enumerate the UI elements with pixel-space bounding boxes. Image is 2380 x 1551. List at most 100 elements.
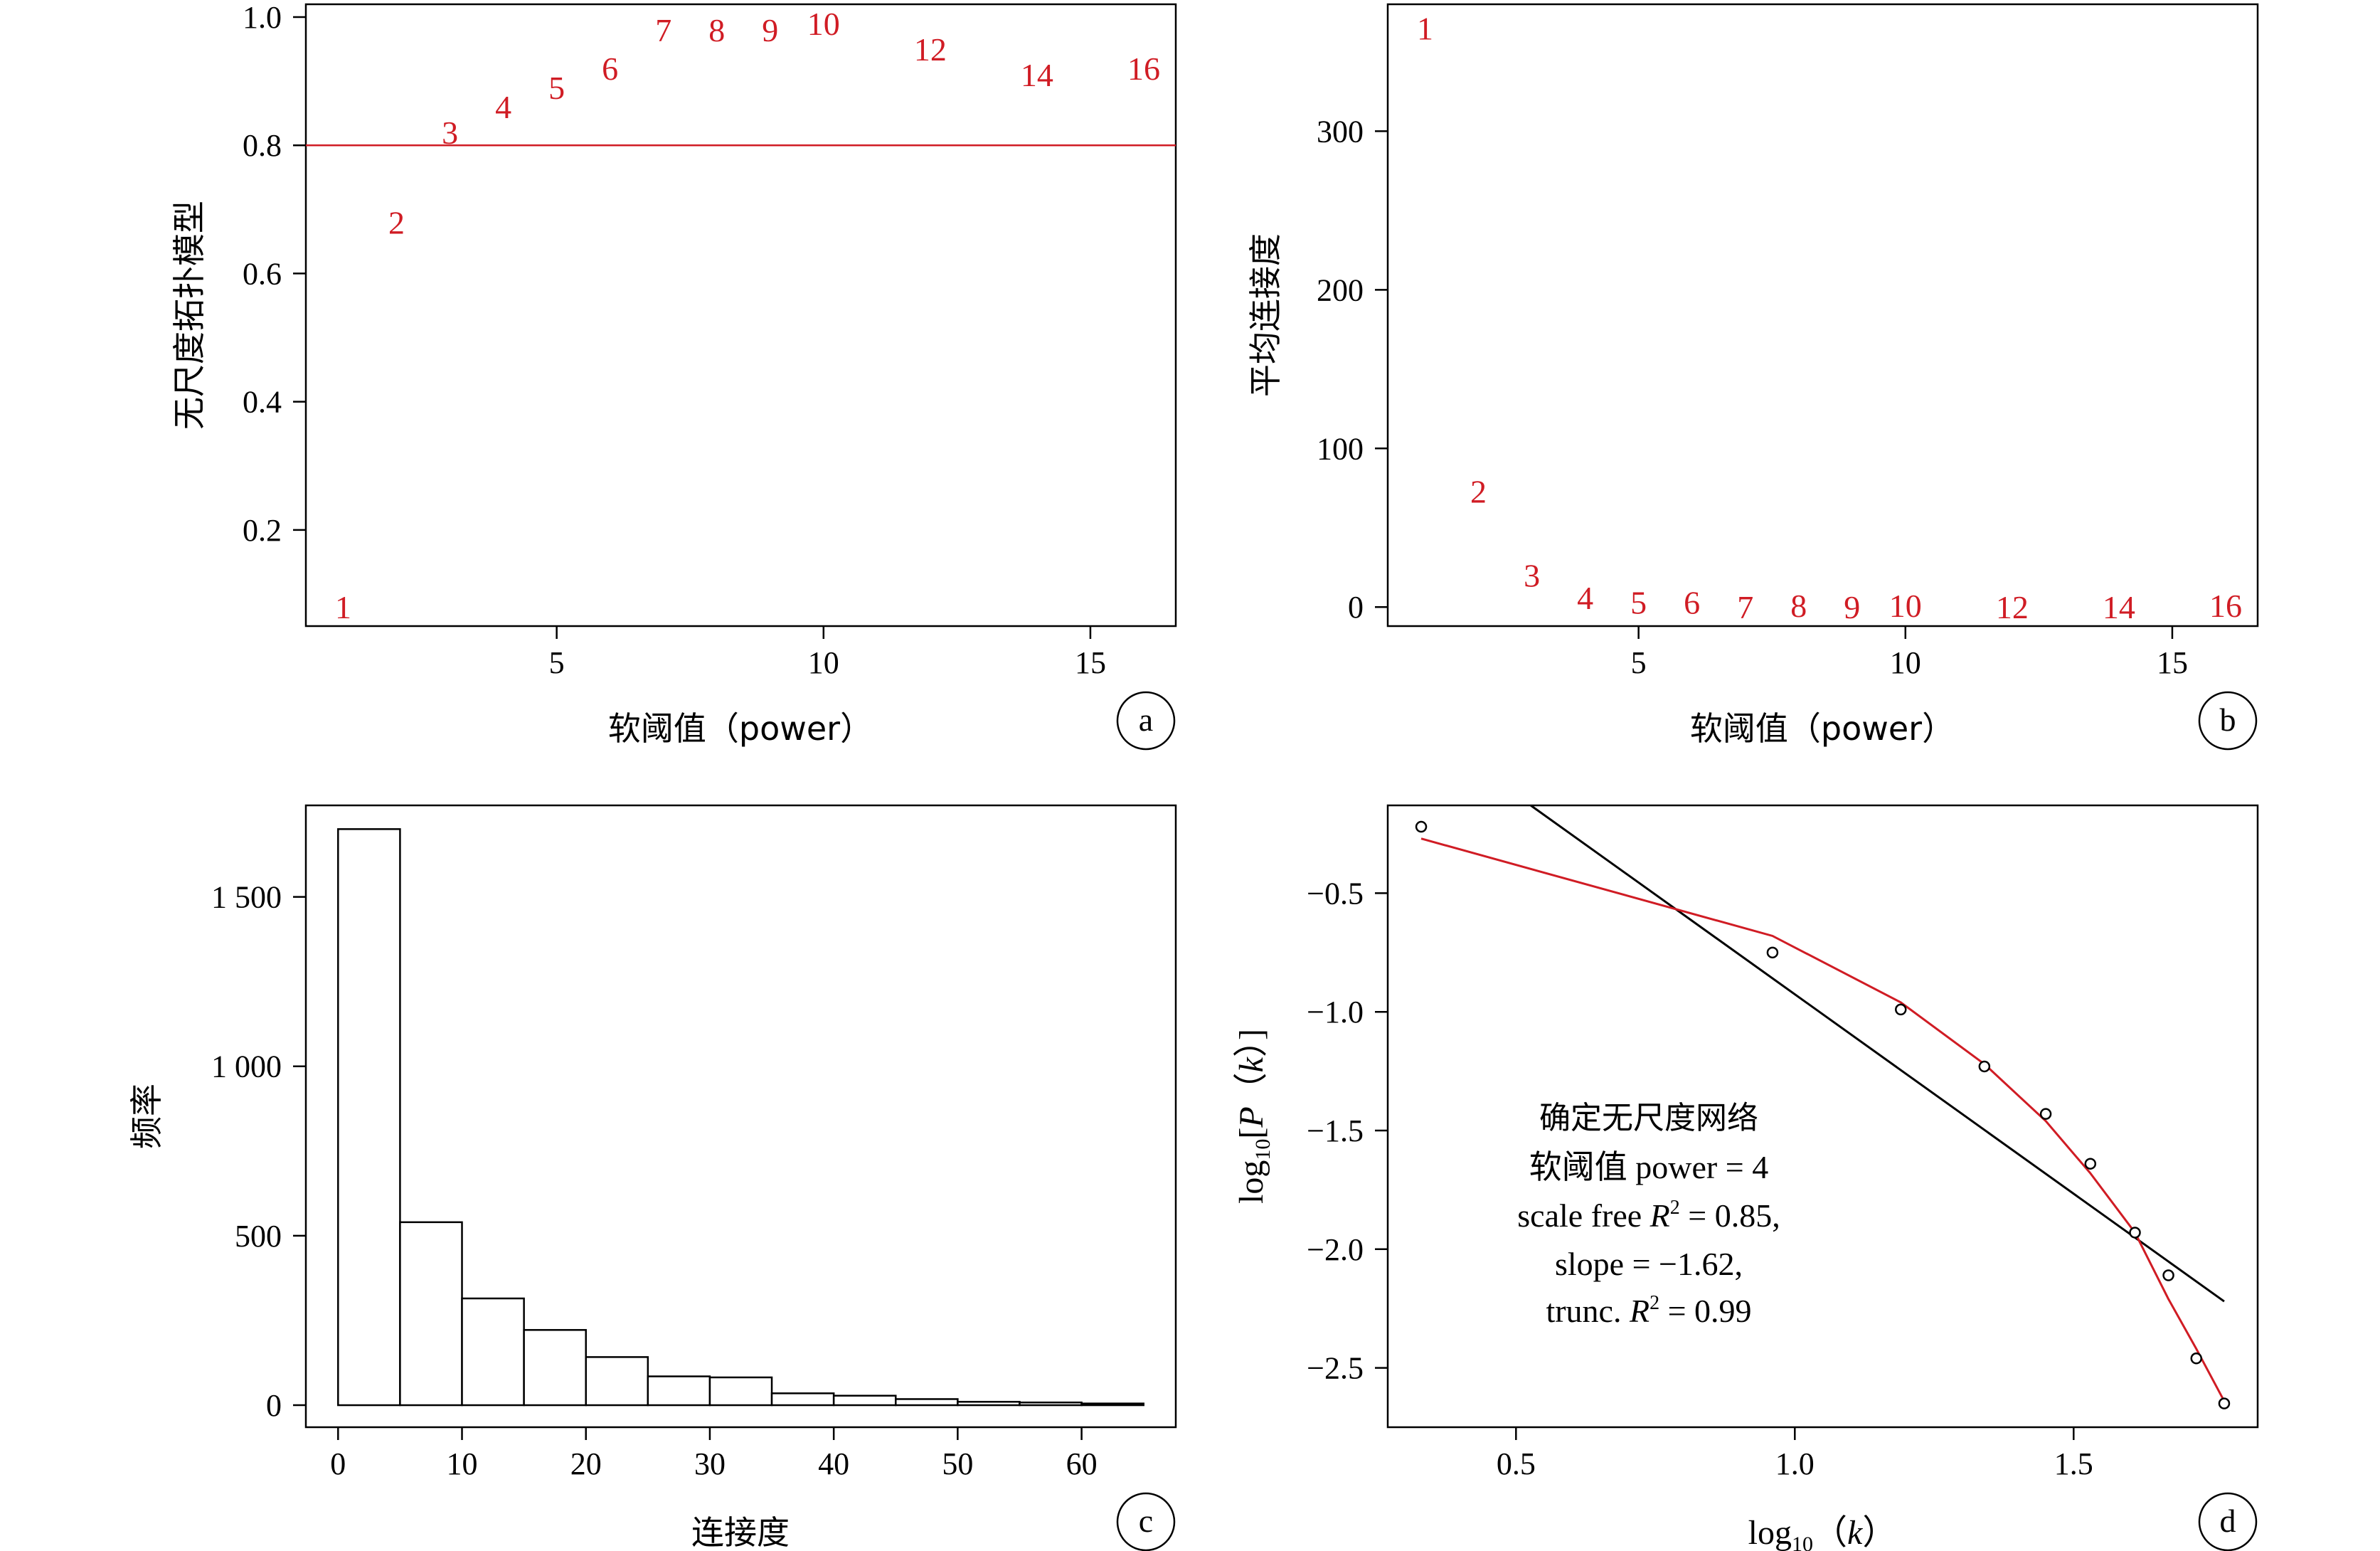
point-label-6: 6	[1684, 585, 1700, 621]
histogram-bar	[337, 828, 401, 1407]
point-label-16: 16	[1127, 51, 1160, 87]
panel-a-ticks: 5 10 150.20.40.60.81.0	[243, 0, 1106, 680]
point-label-1: 1	[335, 589, 351, 625]
panel-c-ticks: 0 10 20 30 40 50 60 0 500 1 000 1 500	[211, 880, 1098, 1481]
point-label-7: 7	[1737, 589, 1753, 625]
panel-b-ytick-label: 300	[1317, 114, 1364, 149]
panel-b-ticks: 5 10 15 0 100 200 300	[1317, 114, 2188, 680]
panel-a-ytick-label: 1.0	[243, 0, 282, 35]
panel-c-xtick-label: 60	[1066, 1446, 1098, 1481]
point-label-10: 10	[1889, 588, 1922, 624]
point-label-6: 6	[602, 51, 618, 87]
histogram-bar	[832, 1394, 897, 1407]
panel-b-ytick-label: 0	[1348, 590, 1364, 625]
scale-free-fit-line	[1529, 805, 2225, 1303]
panel-a-label: a	[1139, 702, 1153, 738]
panel-d-xtick-label: 1.5	[2054, 1446, 2093, 1481]
panel-c-xtick-label: 0	[330, 1446, 346, 1481]
panel-a-xlabel: 软阈值（power）	[608, 709, 873, 748]
panel-a-xtick-label: 5	[549, 645, 565, 680]
point-label-3: 3	[1524, 558, 1540, 594]
panel-d-ylabel: log10[P（k）]	[1233, 1029, 1275, 1204]
point-label-1: 1	[1417, 10, 1433, 46]
point-label-5: 5	[548, 70, 565, 106]
panel-d-ytick-label: −0.5	[1307, 876, 1364, 911]
histogram-bar	[895, 1398, 959, 1407]
point-label-10: 10	[807, 6, 840, 42]
point-label-14: 14	[2103, 589, 2135, 625]
point-label-9: 9	[1844, 589, 1860, 625]
histogram-bar	[585, 1356, 649, 1407]
panel-d-marks	[1415, 805, 2231, 1409]
annotation-scale-free-r2: scale free R2 = 0.85,	[1517, 1197, 1780, 1234]
panel-a-xtick-label: 15	[1075, 645, 1106, 680]
panel-c-xtick-label: 30	[694, 1446, 726, 1481]
data-point	[2084, 1158, 2097, 1170]
panel-b-ytick-label: 100	[1317, 431, 1364, 466]
point-label-3: 3	[442, 115, 458, 151]
panel-a-xtick-label: 10	[808, 645, 839, 680]
panel-c-xtick-label: 20	[570, 1446, 602, 1481]
panel-c-frame	[304, 804, 1177, 1429]
panel-c-ytick-label: 1 000	[211, 1049, 282, 1084]
panel-a-frame	[304, 3, 1177, 628]
data-point	[1766, 946, 1779, 959]
panel-b-xtick-label: 10	[1890, 645, 1921, 680]
panel-d-frame	[1386, 804, 2259, 1429]
histogram-bar	[957, 1401, 1021, 1407]
annotation-title: 确定无尺度网络	[1539, 1100, 1758, 1136]
point-label-14: 14	[1021, 57, 1053, 93]
panel-a-ytick-label: 0.2	[243, 513, 282, 548]
data-point	[1415, 820, 1428, 833]
panel-d-badge	[2198, 1492, 2258, 1551]
panel-b-xtick-label: 15	[2157, 645, 2188, 680]
panel-c-xlabel: 连接度	[691, 1513, 790, 1551]
point-label-2: 2	[1470, 473, 1487, 509]
panel-d-ytick-label: −2.0	[1307, 1232, 1364, 1267]
point-label-8: 8	[1790, 588, 1807, 624]
panel-c-marks	[337, 828, 1144, 1407]
panel-b-label: b	[2220, 702, 2236, 738]
point-label-4: 4	[495, 89, 511, 125]
point-label-12: 12	[1996, 589, 2029, 625]
panel-c-xtick-label: 40	[818, 1446, 849, 1481]
point-label-4: 4	[1577, 580, 1593, 616]
point-label-12: 12	[914, 31, 947, 68]
histogram-bar	[461, 1297, 525, 1407]
panel-d-xlabel: log10（k）	[1748, 1514, 1897, 1551]
panel-a-ylabel: 无尺度拓扑模型	[170, 201, 208, 430]
panel-c-connectivity-histogram: 0 10 20 30 40 50 60 0 500 1 000 1 500 连接度 频率 c	[127, 804, 1177, 1551]
point-label-7: 7	[655, 12, 671, 48]
panel-b-badge	[2198, 691, 2258, 751]
panel-c-xtick-label: 10	[447, 1446, 478, 1481]
annotation-slope: slope = −1.62,	[1555, 1246, 1743, 1282]
histogram-bar	[1019, 1401, 1083, 1407]
histogram-bar	[399, 1221, 463, 1407]
panel-d-log-log-fit: 0.5 1.0 1.5 −2.5 −2.0 −1.5 −1.0 −0.5 log10（k） l…	[1233, 804, 2259, 1551]
panel-b-ytick-label: 200	[1317, 272, 1364, 307]
data-point	[1895, 1003, 1907, 1016]
panel-b-ylabel: 平均连接度	[1246, 233, 1285, 397]
panel-d-xtick-label: 0.5	[1497, 1446, 1536, 1481]
truncated-fit-line	[1420, 837, 2226, 1402]
panel-b-frame	[1386, 3, 2259, 628]
histogram-bar	[523, 1329, 587, 1407]
panel-d-xtick-label: 1.0	[1775, 1446, 1815, 1481]
point-label-8: 8	[708, 12, 725, 48]
data-point	[2129, 1227, 2141, 1239]
data-point	[2190, 1353, 2203, 1365]
panel-c-ylabel: 频率	[127, 1084, 166, 1149]
panel-b-xtick-label: 5	[1631, 645, 1647, 680]
panel-a-badge	[1116, 691, 1176, 751]
panel-d-label: d	[2220, 1503, 2236, 1539]
data-point	[2218, 1397, 2231, 1409]
annotation-power: 软阈值 power = 4	[1529, 1149, 1768, 1185]
panel-c-badge	[1116, 1492, 1176, 1551]
histogram-bar	[647, 1375, 711, 1407]
point-label-2: 2	[388, 204, 405, 240]
annotation-trunc-r2: trunc. R2 = 0.99	[1546, 1292, 1751, 1329]
panel-c-ytick-label: 1 500	[211, 880, 282, 915]
